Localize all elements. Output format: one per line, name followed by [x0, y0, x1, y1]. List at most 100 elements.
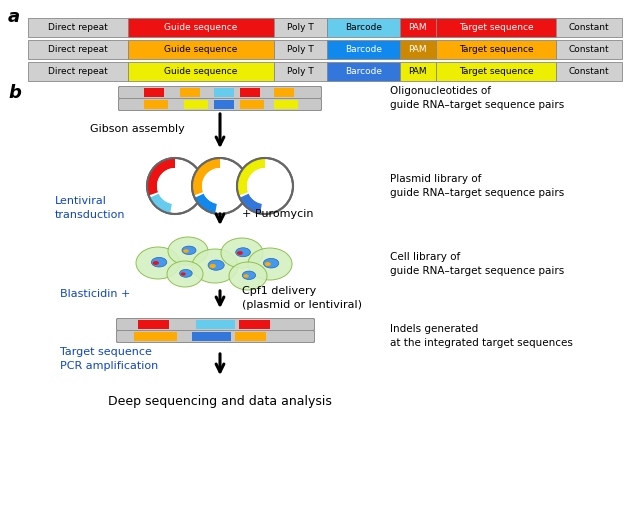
- Bar: [28, 62, 127, 81]
- Bar: [134, 332, 176, 341]
- Ellipse shape: [229, 262, 267, 290]
- Text: Constant: Constant: [568, 23, 609, 32]
- Text: Constant: Constant: [568, 45, 609, 54]
- Bar: [138, 320, 168, 329]
- Bar: [556, 40, 622, 59]
- Text: Cell library of
guide RNA–target sequence pairs: Cell library of guide RNA–target sequenc…: [390, 252, 565, 276]
- Bar: [436, 40, 556, 59]
- Bar: [127, 62, 273, 81]
- Bar: [273, 40, 327, 59]
- Bar: [273, 62, 327, 81]
- Ellipse shape: [183, 249, 189, 253]
- Ellipse shape: [248, 248, 292, 280]
- Bar: [127, 18, 273, 37]
- Ellipse shape: [221, 238, 263, 268]
- Circle shape: [202, 168, 238, 204]
- Bar: [240, 100, 264, 109]
- Circle shape: [157, 168, 193, 204]
- Text: Target sequence
PCR amplification: Target sequence PCR amplification: [60, 347, 158, 370]
- Text: Barcode: Barcode: [345, 23, 382, 32]
- Bar: [400, 40, 436, 59]
- Ellipse shape: [244, 274, 249, 278]
- Polygon shape: [150, 194, 172, 214]
- Ellipse shape: [168, 237, 208, 265]
- Ellipse shape: [182, 246, 196, 254]
- FancyBboxPatch shape: [116, 318, 314, 331]
- Bar: [274, 100, 298, 109]
- Ellipse shape: [210, 264, 216, 268]
- Bar: [214, 100, 234, 109]
- Text: Direct repeat: Direct repeat: [48, 67, 107, 76]
- Text: Direct repeat: Direct repeat: [48, 45, 107, 54]
- Text: Plasmid library of
guide RNA–target sequence pairs: Plasmid library of guide RNA–target sequ…: [390, 174, 565, 198]
- Bar: [327, 40, 400, 59]
- Polygon shape: [147, 158, 175, 196]
- Ellipse shape: [181, 272, 186, 276]
- Text: Target sequence: Target sequence: [458, 45, 533, 54]
- Ellipse shape: [208, 260, 224, 270]
- Text: Target sequence: Target sequence: [458, 23, 533, 32]
- Bar: [400, 62, 436, 81]
- Circle shape: [192, 158, 248, 214]
- Polygon shape: [195, 194, 217, 214]
- Bar: [327, 62, 400, 81]
- Text: Poly T: Poly T: [287, 23, 314, 32]
- Ellipse shape: [236, 248, 250, 257]
- Ellipse shape: [265, 262, 271, 266]
- Ellipse shape: [151, 257, 167, 267]
- Text: Guide sequence: Guide sequence: [164, 67, 237, 76]
- Bar: [436, 62, 556, 81]
- Text: PAM: PAM: [408, 67, 427, 76]
- Text: Direct repeat: Direct repeat: [48, 23, 107, 32]
- Bar: [28, 40, 127, 59]
- Ellipse shape: [153, 261, 159, 265]
- Ellipse shape: [167, 261, 203, 287]
- Ellipse shape: [242, 271, 256, 280]
- Text: Oligonucleotides of
guide RNA–target sequence pairs: Oligonucleotides of guide RNA–target seq…: [390, 86, 565, 110]
- Bar: [235, 332, 266, 341]
- Polygon shape: [240, 194, 262, 214]
- Bar: [28, 18, 127, 37]
- Bar: [273, 18, 327, 37]
- Text: PAM: PAM: [408, 23, 427, 32]
- Polygon shape: [192, 158, 220, 196]
- Text: a: a: [8, 8, 20, 26]
- Bar: [400, 18, 436, 37]
- Bar: [127, 40, 273, 59]
- Bar: [184, 100, 208, 109]
- Text: Indels generated
at the integrated target sequences: Indels generated at the integrated targe…: [390, 324, 573, 348]
- Ellipse shape: [237, 251, 243, 255]
- Text: Lentiviral
transduction: Lentiviral transduction: [55, 197, 125, 220]
- Bar: [214, 88, 234, 97]
- Text: b: b: [8, 84, 21, 102]
- Bar: [436, 18, 556, 37]
- Text: + Puromycin: + Puromycin: [242, 209, 314, 219]
- Text: Constant: Constant: [568, 67, 609, 76]
- Bar: [180, 88, 200, 97]
- Ellipse shape: [136, 247, 180, 279]
- Circle shape: [147, 158, 203, 214]
- Circle shape: [237, 158, 293, 214]
- Text: Blasticidin +: Blasticidin +: [60, 289, 131, 299]
- Text: Guide sequence: Guide sequence: [164, 45, 237, 54]
- Bar: [327, 18, 400, 37]
- Bar: [144, 100, 168, 109]
- Text: PAM: PAM: [408, 45, 427, 54]
- Text: Barcode: Barcode: [345, 45, 382, 54]
- Text: Barcode: Barcode: [345, 67, 382, 76]
- Text: Target sequence: Target sequence: [458, 67, 533, 76]
- Text: Cpf1 delivery
(plasmid or lentiviral): Cpf1 delivery (plasmid or lentiviral): [242, 286, 362, 310]
- FancyBboxPatch shape: [118, 87, 322, 99]
- Bar: [556, 62, 622, 81]
- FancyBboxPatch shape: [118, 99, 322, 110]
- Text: Poly T: Poly T: [287, 45, 314, 54]
- Bar: [196, 320, 235, 329]
- Bar: [144, 88, 164, 97]
- Ellipse shape: [192, 249, 238, 283]
- Polygon shape: [237, 158, 265, 196]
- Circle shape: [247, 168, 283, 204]
- Text: Gibson assembly: Gibson assembly: [90, 124, 185, 134]
- Text: Deep sequencing and data analysis: Deep sequencing and data analysis: [108, 395, 332, 408]
- Text: Guide sequence: Guide sequence: [164, 23, 237, 32]
- Bar: [239, 320, 270, 329]
